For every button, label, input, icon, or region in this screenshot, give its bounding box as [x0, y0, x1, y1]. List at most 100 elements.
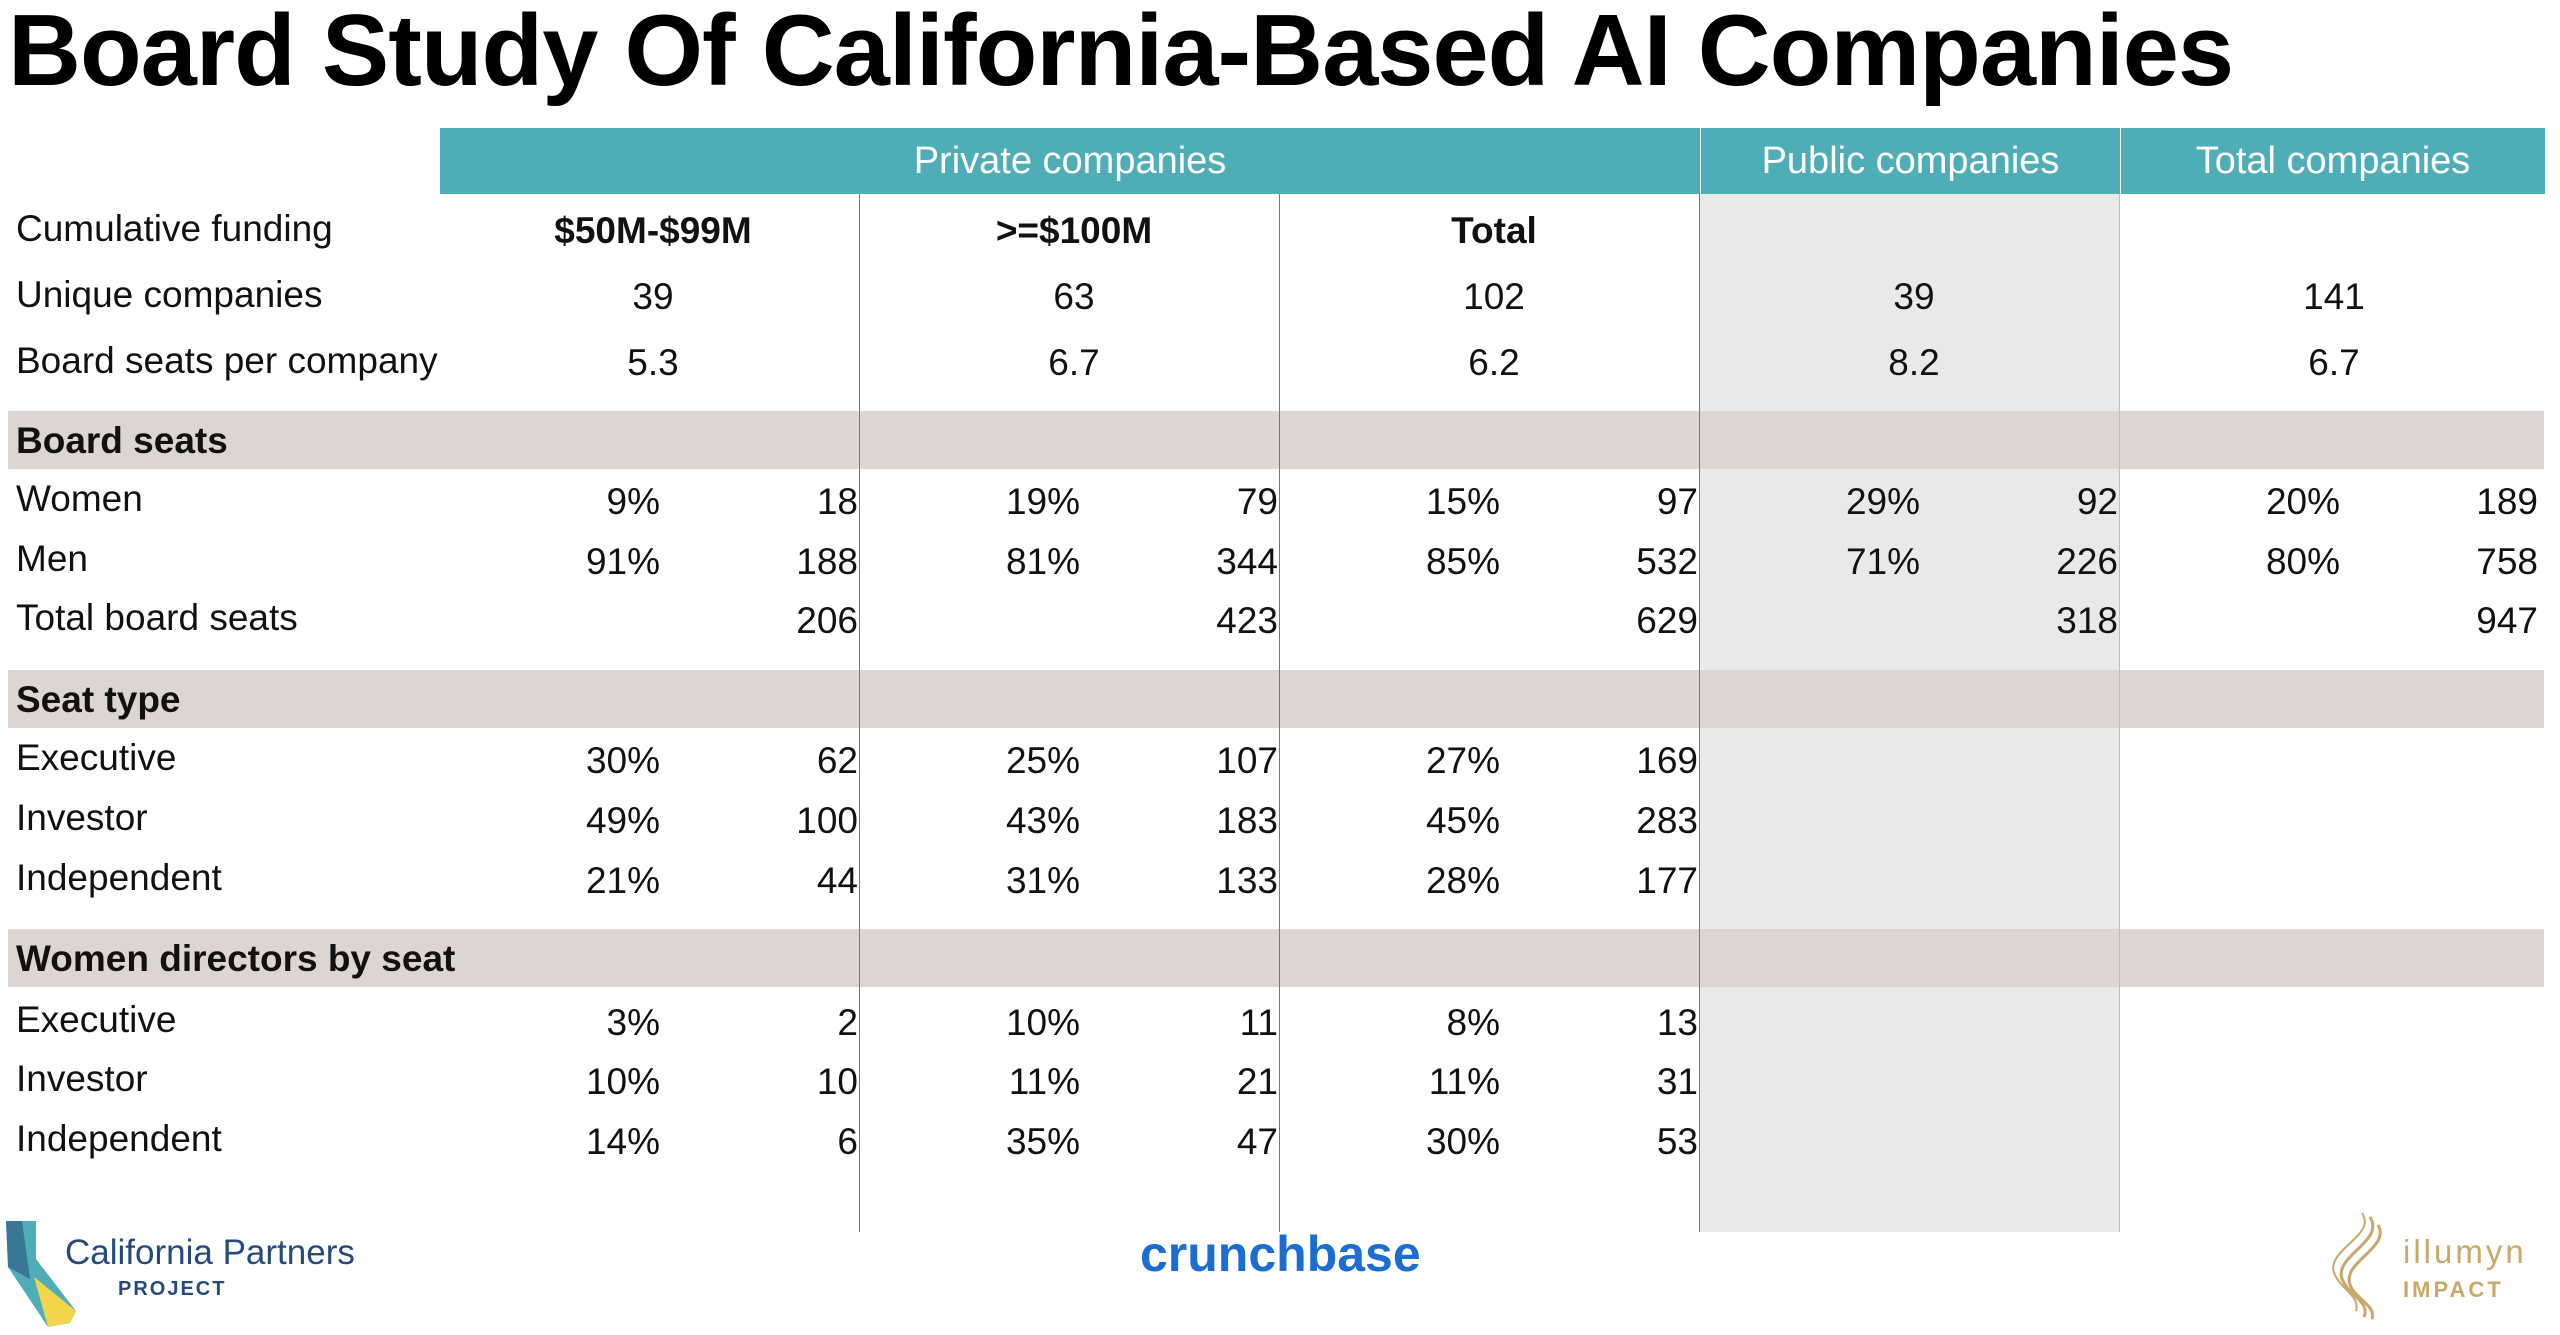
section-band-board-seats: [8, 411, 2544, 469]
percent-value: 21%: [585, 860, 660, 901]
section-band-women-directors: [8, 929, 2544, 987]
illumyn-swirl-icon: [2332, 1212, 2382, 1320]
count-value: 318: [2056, 600, 2118, 641]
section-title-women-directors: Women directors by seat: [16, 938, 456, 979]
unique-companies-value: 39: [632, 276, 674, 317]
percent-value: 85%: [1425, 541, 1500, 582]
california-partners-name: California Partners: [65, 1233, 355, 1272]
count-value: 21: [1236, 1061, 1278, 1102]
california-partners-project: PROJECT: [118, 1278, 227, 1300]
count-value: 758: [2476, 541, 2538, 582]
percent-value: 11%: [1008, 1061, 1080, 1102]
count-value: 6: [837, 1121, 858, 1162]
row-label-independent: Independent: [16, 857, 222, 898]
percent-value: 30%: [1425, 1121, 1500, 1162]
percent-value: 3%: [606, 1002, 660, 1043]
count-value: 133: [1216, 860, 1278, 901]
row-label-women: Women: [16, 478, 143, 519]
column-divider: [2119, 194, 2120, 1232]
public-companies-header: Public companies: [1700, 128, 2120, 194]
footer: California Partners PROJECT crunchbase i…: [0, 1195, 2560, 1327]
percent-value: 81%: [1005, 541, 1080, 582]
count-value: 2: [837, 1002, 858, 1043]
board-seats-per-company-value: 5.3: [627, 342, 679, 383]
private-companies-header: Private companies: [440, 128, 1700, 194]
row-label-executive: Executive: [16, 737, 177, 778]
count-value: 107: [1216, 740, 1278, 781]
count-value: 97: [1656, 481, 1698, 522]
count-value: 283: [1636, 800, 1698, 841]
percent-value: 20%: [2265, 481, 2340, 522]
funding-private-total: Total: [1451, 210, 1537, 251]
illumyn-impact-logo: illumyn IMPACT: [2320, 1195, 2560, 1325]
count-value: 183: [1216, 800, 1278, 841]
unique-companies-value: 39: [1893, 276, 1935, 317]
count-value: 532: [1636, 541, 1698, 582]
california-partners-logo: California Partners PROJECT: [0, 1195, 400, 1327]
row-label-men: Men: [16, 538, 88, 579]
page-title: Board Study Of California-Based AI Compa…: [8, 0, 2234, 107]
row-label-board-seats-per-company: Board seats per company: [16, 340, 438, 381]
count-value: 188: [796, 541, 858, 582]
count-value: 53: [1656, 1121, 1698, 1162]
board-seats-per-company-value: 6.7: [2308, 342, 2360, 383]
count-value: 31: [1656, 1061, 1698, 1102]
section-title-board-seats: Board seats: [16, 420, 228, 461]
count-value: 92: [2076, 481, 2118, 522]
percent-value: 45%: [1425, 800, 1500, 841]
illumyn-name: illumyn: [2403, 1233, 2527, 1270]
unique-companies-value: 63: [1053, 276, 1095, 317]
count-value: 177: [1636, 860, 1698, 901]
row-label-investor: Investor: [16, 1058, 148, 1099]
column-divider: [1279, 194, 1280, 1232]
column-divider: [859, 194, 860, 1232]
percent-value: 10%: [585, 1061, 660, 1102]
count-value: 10: [816, 1061, 858, 1102]
row-label-unique-companies: Unique companies: [16, 274, 323, 315]
unique-companies-value: 141: [2303, 276, 2365, 317]
percent-value: 25%: [1005, 740, 1080, 781]
count-value: 206: [796, 600, 858, 641]
count-value: 189: [2476, 481, 2538, 522]
count-value: 344: [1216, 541, 1278, 582]
count-value: 62: [816, 740, 858, 781]
percent-value: 11%: [1428, 1061, 1500, 1102]
row-label-investor: Investor: [16, 797, 148, 838]
percent-value: 14%: [585, 1121, 660, 1162]
row-label-cumulative-funding: Cumulative funding: [16, 208, 333, 249]
percent-value: 28%: [1425, 860, 1500, 901]
row-label-total-board-seats: Total board seats: [16, 597, 298, 638]
section-title-seat-type: Seat type: [16, 679, 181, 720]
count-value: 226: [2056, 541, 2118, 582]
column-divider: [1699, 194, 1700, 1232]
percent-value: 30%: [585, 740, 660, 781]
percent-value: 71%: [1845, 541, 1920, 582]
percent-value: 9%: [606, 481, 660, 522]
unique-companies-value: 102: [1463, 276, 1525, 317]
count-value: 47: [1236, 1121, 1278, 1162]
crunchbase-logo: crunchbase: [1140, 1226, 1421, 1282]
section-band-seat-type: [8, 670, 2544, 728]
percent-value: 27%: [1425, 740, 1500, 781]
count-value: 18: [816, 481, 858, 522]
california-map-icon: [6, 1221, 76, 1327]
count-value: 423: [1216, 600, 1278, 641]
count-value: 947: [2476, 600, 2538, 641]
percent-value: 19%: [1005, 481, 1080, 522]
count-value: 79: [1236, 481, 1278, 522]
percent-value: 91%: [585, 541, 660, 582]
percent-value: 29%: [1845, 481, 1920, 522]
row-label-independent: Independent: [16, 1118, 222, 1159]
board-seats-per-company-value: 6.2: [1468, 342, 1520, 383]
percent-value: 35%: [1005, 1121, 1080, 1162]
percent-value: 31%: [1005, 860, 1080, 901]
row-label-executive: Executive: [16, 999, 177, 1040]
percent-value: 8%: [1446, 1002, 1500, 1043]
percent-value: 10%: [1005, 1002, 1080, 1043]
funding-tier-100-plus: >=$100M: [995, 210, 1153, 251]
percent-value: 80%: [2265, 541, 2340, 582]
count-value: 44: [816, 860, 858, 901]
funding-tier-50-99: $50M-$99M: [554, 210, 752, 251]
illumyn-impact: IMPACT: [2403, 1277, 2504, 1302]
board-seats-per-company-value: 6.7: [1048, 342, 1100, 383]
